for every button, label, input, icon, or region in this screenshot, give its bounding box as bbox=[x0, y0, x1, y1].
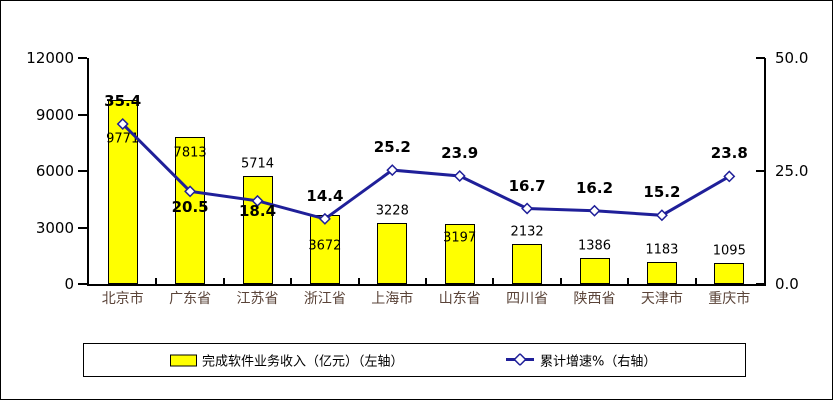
line-point-marker bbox=[588, 204, 601, 217]
y-axis-tick-left bbox=[78, 170, 87, 172]
bar-value-label: 3672 bbox=[308, 238, 342, 254]
y-axis-right bbox=[764, 58, 766, 286]
x-axis-label: 广东省 bbox=[169, 291, 212, 307]
y-axis-tick-label-left: 3000 bbox=[35, 218, 74, 237]
y-axis-tick-left bbox=[78, 226, 87, 229]
line-point-marker bbox=[723, 170, 736, 183]
line-value-label: 15.2 bbox=[643, 183, 681, 202]
bar bbox=[444, 223, 475, 284]
bar bbox=[714, 263, 745, 284]
y-axis-tick-left bbox=[78, 57, 87, 59]
bar-value-label: 3228 bbox=[375, 203, 409, 219]
x-axis-label: 浙江省 bbox=[303, 291, 346, 307]
x-axis-tick bbox=[155, 278, 158, 286]
x-axis-tick bbox=[627, 278, 630, 286]
line-point-marker bbox=[521, 202, 534, 215]
x-axis-label: 北京市 bbox=[101, 291, 144, 307]
line-value-label: 16.2 bbox=[575, 178, 614, 197]
line-point-marker bbox=[453, 169, 466, 182]
legend: 完成软件业务收入（亿元）（左轴） 累计增速%（右轴） bbox=[83, 343, 746, 377]
line-value-label: 23.8 bbox=[710, 144, 748, 163]
x-axis-label: 江苏省 bbox=[236, 291, 279, 307]
bar-value-label: 1095 bbox=[712, 243, 746, 259]
y-axis-tick-label-right: 50.0 bbox=[775, 49, 809, 67]
bar-value-label: 9771 bbox=[106, 131, 140, 147]
x-axis-tick bbox=[492, 278, 495, 286]
bar-value-label: 3197 bbox=[443, 230, 477, 246]
y-axis-tick-label-left: 6000 bbox=[35, 162, 74, 180]
legend-item-growth: 累计增速%（右轴） bbox=[505, 351, 656, 370]
y-axis-tick-label-left: 12000 bbox=[26, 49, 74, 67]
x-axis-tick bbox=[559, 278, 562, 286]
line-point-marker bbox=[655, 209, 668, 222]
x-axis-label: 山东省 bbox=[438, 291, 481, 307]
x-axis-tick bbox=[694, 278, 697, 286]
y-axis-tick-right bbox=[756, 170, 765, 172]
legend-label-revenue: 完成软件业务收入（亿元）（左轴） bbox=[202, 354, 404, 370]
bar-value-label: 1183 bbox=[645, 242, 679, 258]
bar bbox=[646, 261, 677, 284]
y-axis-tick-label-right: 0.0 bbox=[775, 275, 799, 293]
bar bbox=[309, 214, 340, 284]
y-axis-tick-right bbox=[756, 283, 765, 285]
x-axis-label: 天津市 bbox=[640, 291, 683, 307]
line-value-label: 18.4 bbox=[238, 201, 277, 220]
x-axis-label: 重庆市 bbox=[708, 291, 751, 307]
bar-value-label: 7813 bbox=[173, 145, 207, 161]
line-value-label: 23.9 bbox=[441, 143, 479, 162]
bar-value-label: 5714 bbox=[240, 156, 275, 172]
y-axis-left bbox=[87, 58, 89, 286]
y-axis-tick-label-left: 0 bbox=[64, 275, 74, 293]
y-axis-tick-left bbox=[78, 283, 87, 285]
bar-value-label: 1386 bbox=[577, 238, 612, 254]
bar-swatch-icon bbox=[170, 354, 197, 366]
x-axis-tick bbox=[222, 278, 225, 286]
x-axis-tick bbox=[357, 278, 360, 286]
line-value-label: 16.7 bbox=[508, 176, 546, 195]
line-value-label: 14.4 bbox=[306, 186, 344, 205]
bar bbox=[512, 243, 543, 284]
legend-label-growth: 累计增速%（右轴） bbox=[540, 354, 657, 370]
y-axis-tick-right bbox=[756, 57, 765, 59]
x-axis-tick bbox=[290, 278, 293, 286]
x-axis-tick bbox=[425, 278, 427, 286]
x-axis-label: 陕西省 bbox=[573, 291, 616, 307]
legend-item-revenue: 完成软件业务收入（亿元）（左轴） bbox=[170, 351, 404, 370]
bar bbox=[579, 257, 610, 284]
bar bbox=[107, 99, 138, 284]
x-axis-label: 四川省 bbox=[506, 291, 549, 307]
bar-value-label: 2132 bbox=[510, 224, 544, 240]
line-value-label: 35.4 bbox=[104, 91, 142, 110]
y-axis-tick-left bbox=[78, 113, 87, 116]
y-axis-tick-label-left: 9000 bbox=[35, 105, 74, 124]
line-value-label: 25.2 bbox=[373, 138, 411, 157]
y-axis-tick-label-right: 25.0 bbox=[775, 162, 809, 180]
x-axis-label: 上海市 bbox=[371, 291, 414, 307]
line-value-label: 20.5 bbox=[171, 198, 209, 217]
bar bbox=[377, 223, 408, 284]
line-point-marker bbox=[386, 164, 399, 177]
bar bbox=[242, 176, 273, 284]
line-swatch-icon bbox=[505, 351, 535, 370]
